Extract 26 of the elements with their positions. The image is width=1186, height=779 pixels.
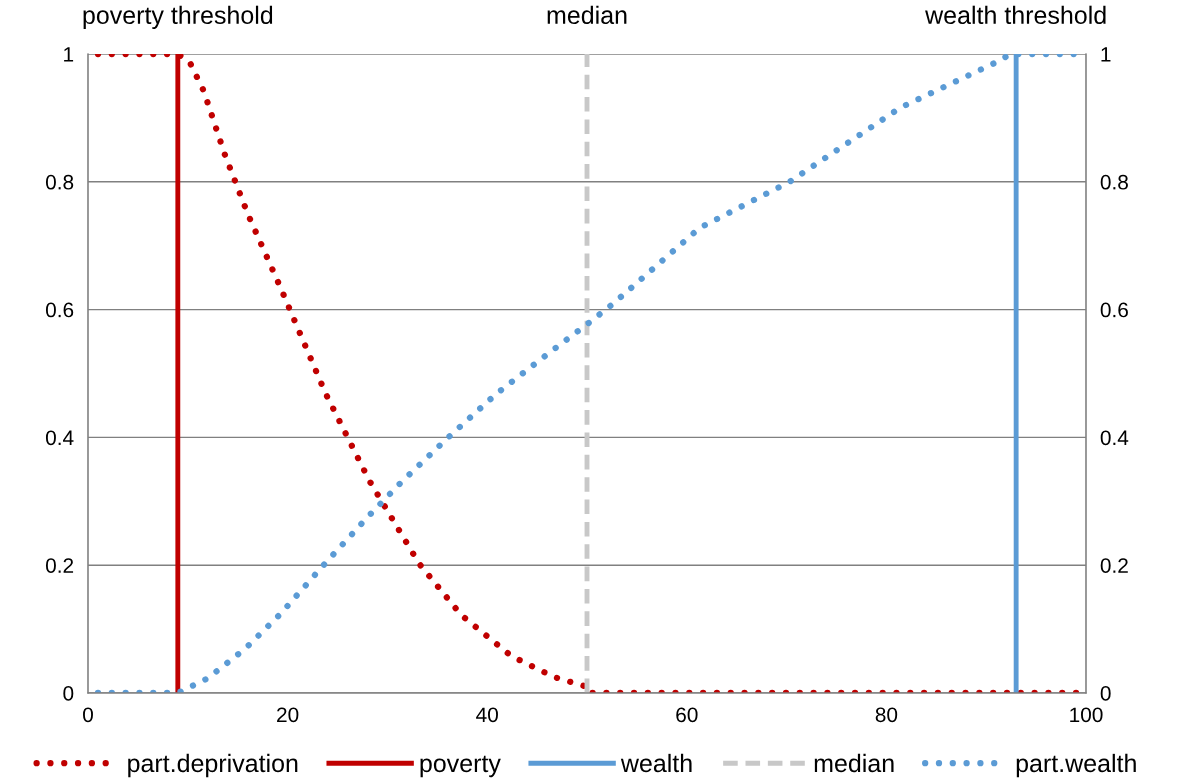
x-tick-label: 100 [1070,707,1103,723]
y2-tick-label: 0.2 [1100,558,1128,573]
y-tick-label: 0 [63,686,74,701]
y2-tick-label: 0 [1100,686,1111,701]
legend-label: poverty [420,755,501,778]
y2-tick-label: 0.8 [1100,174,1128,190]
x-tick-label: 40 [476,707,498,723]
x-tick-label: 0 [83,707,93,723]
y2-tick-label: 0.6 [1100,302,1128,318]
annotation: wealth threshold [925,5,1106,25]
x-tick-label: 80 [875,707,898,723]
annotation: poverty threshold [83,5,273,29]
legend-label: part.wealth [1016,753,1136,778]
legend-label: part.deprivation [128,753,298,778]
legend-label: wealth [620,753,692,773]
y2-tick-label: 0.4 [1100,430,1129,446]
y-tick-label: 0.2 [45,558,74,573]
x-tick-label: 60 [676,707,698,723]
y-tick-label: 0.6 [45,302,74,318]
x-tick-label: 20 [277,707,299,723]
y-tick-label: 1 [64,47,74,62]
y-tick-label: 0.4 [45,430,74,446]
legend-label: median [814,753,894,773]
annotation: median [547,5,627,25]
y2-tick-label: 1 [1101,47,1111,62]
y-tick-label: 0.8 [45,174,74,190]
